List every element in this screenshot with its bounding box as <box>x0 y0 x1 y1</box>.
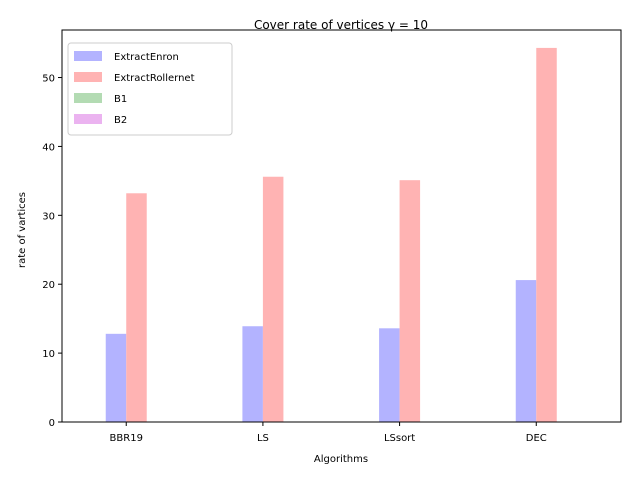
y-tick-label: 10 <box>42 349 55 360</box>
plot-area: 0 10 20 30 40 50 BBR19 LS LSsort DEC <box>42 29 622 444</box>
y-tick-label: 20 <box>42 280 55 291</box>
bar-extractenron-ls <box>242 326 263 422</box>
bar-extractenron-dec <box>515 280 537 422</box>
x-tick-label: DEC <box>526 433 547 444</box>
legend-swatch <box>74 72 102 82</box>
y-tick-label: 0 <box>49 418 55 429</box>
bar-extractrollernet-dec <box>536 47 557 423</box>
bar-extractenron-bbr19 <box>105 333 127 422</box>
legend-label: B1 <box>114 94 127 105</box>
legend-swatch <box>74 114 102 124</box>
y-tick-label: 40 <box>42 142 55 153</box>
y-axis-label: rate of vartices <box>17 192 28 268</box>
x-tick-label: LSsort <box>384 433 415 444</box>
legend-label: ExtractRollernet <box>114 73 195 84</box>
x-tick-label: BBR19 <box>110 433 143 444</box>
axes-frame <box>61 29 622 423</box>
y-tick-label: 50 <box>42 74 55 85</box>
legend-swatch <box>74 93 102 103</box>
legend-label: ExtractEnron <box>114 52 179 63</box>
x-axis-label: Algorithms <box>314 454 368 465</box>
bar-extractenron-lssort <box>379 328 400 422</box>
y-tick-label: 30 <box>42 211 55 222</box>
bar-extractrollernet-bbr19 <box>126 193 147 422</box>
legend-label: B2 <box>114 115 127 126</box>
bar-extractrollernet-ls <box>262 176 284 422</box>
bar-extractrollernet-lssort <box>399 180 421 422</box>
legend-box <box>67 42 233 136</box>
x-tick-label: LS <box>257 433 269 444</box>
chart-title: Cover rate of vertices γ = 10 <box>254 18 428 32</box>
legend-swatch <box>74 51 102 61</box>
legend: ExtractEnron ExtractRollernet B1 B2 <box>67 42 233 136</box>
